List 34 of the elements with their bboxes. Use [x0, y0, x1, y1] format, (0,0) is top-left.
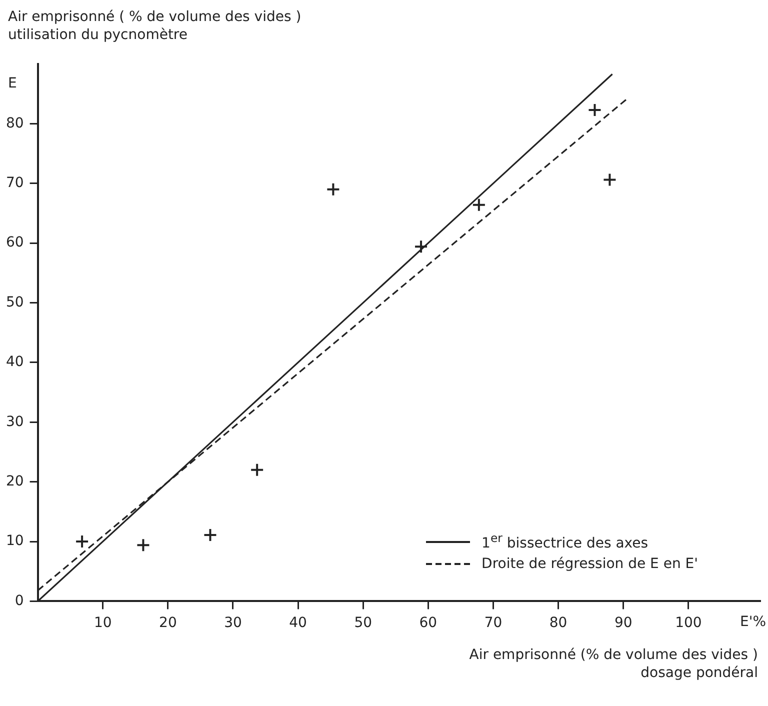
y-tick-label: 20 — [6, 473, 24, 490]
text: E'% — [740, 614, 766, 630]
point — [602, 172, 617, 187]
point — [588, 102, 602, 117]
x-tick-label: 90 — [614, 615, 632, 632]
x-axis-title: Air emprisonné (% de volume des vides ) dosage pondéral — [469, 646, 758, 682]
point — [250, 462, 264, 477]
x-tick-label: 20 — [159, 615, 177, 632]
x-tick-label: 30 — [224, 615, 242, 632]
legend-label: 1$^{er}$ bissectrice des axes — [482, 531, 648, 552]
point — [414, 240, 428, 254]
text: E — [8, 76, 17, 92]
legend-label: Droite de régression de E en E' — [482, 556, 698, 572]
point — [472, 198, 486, 212]
y-tick-label: 80 — [6, 115, 24, 132]
x-tick-label: 80 — [549, 615, 568, 632]
point — [326, 182, 340, 196]
y-tick-label: 30 — [6, 414, 24, 430]
point — [75, 534, 90, 549]
x-tick-label: 60 — [419, 615, 438, 632]
y-tick-label: 50 — [6, 294, 24, 310]
x-tick-label: 70 — [484, 615, 502, 632]
point — [203, 528, 218, 542]
y-tick-label: 60 — [6, 234, 24, 251]
point — [136, 538, 150, 552]
x-tick-label: 10 — [94, 615, 112, 632]
y-tick-label: 10 — [6, 533, 24, 550]
y-axis-title: Air emprisonné ( % de volume des vides ) utilisation du pycnomètre — [8, 8, 302, 44]
y-tick-label: 70 — [6, 175, 24, 192]
x-tick-label: 40 — [289, 615, 307, 632]
x-tick-label: 100 — [675, 615, 702, 632]
x-tick-label: 50 — [354, 615, 372, 632]
y-tick-label: 0 — [14, 592, 24, 609]
y-tick-label: 40 — [6, 354, 24, 370]
